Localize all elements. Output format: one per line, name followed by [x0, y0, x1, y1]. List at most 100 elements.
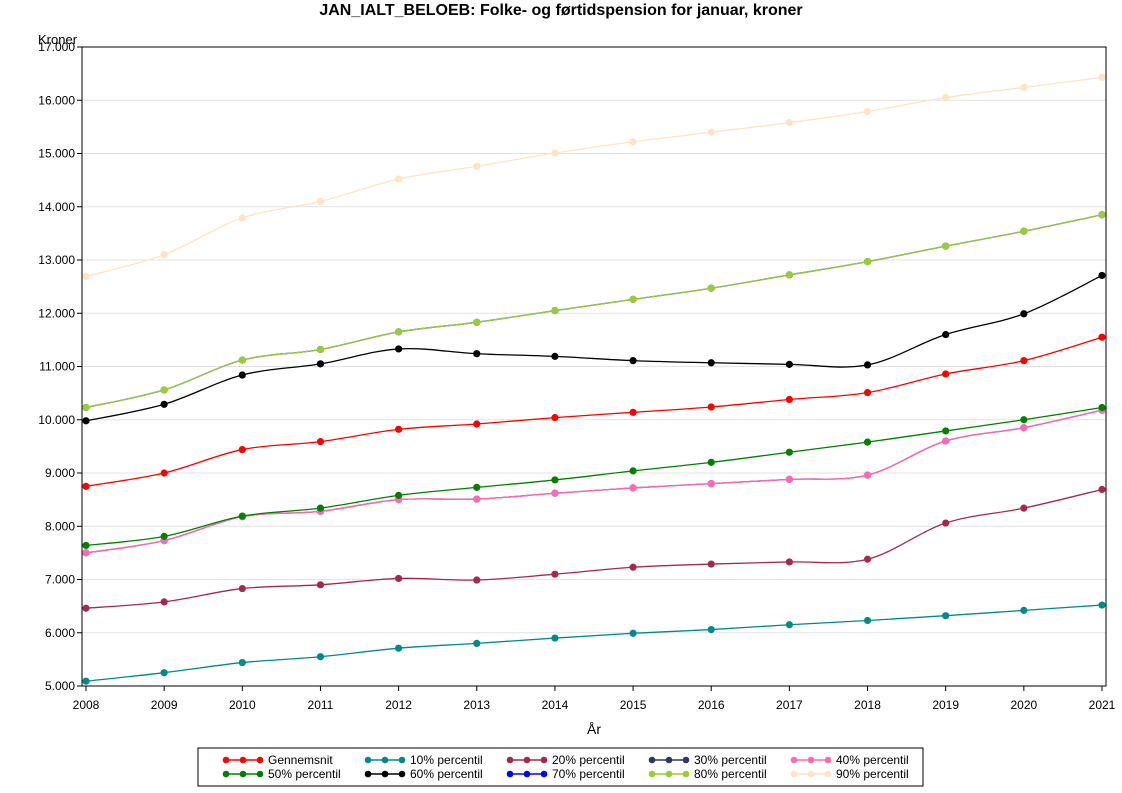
legend-swatch-marker — [239, 770, 247, 778]
legend-swatch-marker — [790, 756, 798, 764]
data-point — [316, 345, 325, 354]
data-point — [82, 272, 90, 281]
data-point — [863, 107, 872, 116]
x-tick-label: 2009 — [151, 698, 178, 712]
series-line — [85, 488, 1103, 609]
y-tick-label: 7.000 — [45, 573, 75, 587]
data-point — [707, 480, 715, 488]
x-tick-label: 2008 — [73, 698, 100, 712]
y-tick-label: 11.000 — [39, 360, 75, 374]
data-point — [785, 395, 793, 404]
x-tick-label: 2012 — [385, 698, 412, 712]
data-point — [707, 403, 715, 411]
data-point — [473, 318, 481, 326]
data-point — [1098, 485, 1106, 494]
legend-swatch-marker — [648, 770, 656, 778]
data-point — [395, 175, 403, 183]
data-point — [238, 512, 246, 520]
data-point — [1098, 403, 1106, 412]
data-point — [1020, 504, 1028, 512]
legend-swatch-marker — [222, 770, 230, 778]
legend: Gennemsnit 10% percentil 20% percentil 30% … — [197, 747, 924, 787]
y-tick-label: 10.000 — [38, 413, 75, 427]
y-axis-label: Kroner — [38, 32, 78, 47]
data-point — [473, 162, 481, 170]
data-point — [473, 639, 481, 648]
data-point — [1020, 606, 1028, 614]
legend-swatch-marker — [807, 756, 815, 764]
data-point — [473, 576, 481, 584]
data-point — [395, 425, 403, 433]
legend-swatch-marker — [364, 756, 372, 764]
series-line — [85, 76, 1103, 278]
legend-label: 60% percentil — [410, 767, 483, 781]
series-line — [85, 214, 1103, 409]
series-line — [85, 214, 1103, 409]
data-point — [942, 330, 950, 339]
legend-item: 10% percentil — [364, 753, 483, 767]
data-point — [863, 616, 872, 625]
x-tick-label: 2013 — [463, 698, 490, 712]
legend-swatch-marker — [381, 770, 389, 778]
series-line — [85, 604, 1103, 682]
data-point — [551, 306, 559, 315]
data-point — [785, 621, 793, 629]
data-point — [1098, 601, 1106, 609]
data-point — [629, 629, 637, 637]
data-point — [707, 284, 715, 292]
data-point — [160, 386, 168, 394]
legend-swatch-marker — [381, 756, 389, 764]
data-point — [1020, 227, 1028, 235]
data-point — [1020, 416, 1028, 424]
data-point — [1020, 310, 1028, 318]
legend-swatch-marker — [256, 756, 264, 764]
legend-swatch-marker — [398, 756, 406, 764]
data-point — [707, 128, 715, 136]
data-point — [551, 149, 559, 157]
series-line — [85, 406, 1103, 547]
legend-item: 20% percentil — [506, 753, 625, 767]
data-point — [942, 519, 950, 527]
data-point — [1098, 211, 1106, 219]
legend-swatch-marker — [807, 770, 815, 778]
legend-swatch-marker — [256, 770, 264, 778]
data-point — [785, 448, 793, 456]
legend-item: 50% percentil — [222, 767, 341, 781]
data-point — [473, 483, 481, 491]
legend-swatch-marker — [682, 770, 690, 778]
x-tick-label: 2020 — [1010, 698, 1037, 712]
data-point — [629, 484, 637, 492]
legend-label: 20% percentil — [552, 753, 625, 767]
data-point — [551, 476, 559, 484]
y-tick-label: 15.000 — [38, 147, 75, 161]
data-point — [82, 549, 90, 557]
data-point — [395, 328, 403, 336]
data-point — [238, 356, 246, 364]
legend-item: Gennemsnit — [222, 753, 333, 767]
data-point — [82, 482, 90, 490]
data-point — [1020, 424, 1028, 432]
series-line — [85, 409, 1103, 554]
data-point — [942, 427, 950, 435]
legend-item: 40% percentil — [790, 753, 909, 767]
x-tick-label: 2016 — [698, 698, 725, 712]
legend-swatch-marker — [523, 756, 531, 764]
x-tick-label: 2019 — [932, 698, 959, 712]
data-point — [160, 400, 168, 408]
data-point — [863, 388, 872, 397]
legend-box — [197, 747, 924, 787]
data-point — [707, 560, 715, 568]
x-tick-label: 2017 — [776, 698, 803, 712]
data-point — [551, 489, 559, 497]
data-point — [82, 541, 90, 550]
legend-swatch-marker — [790, 770, 798, 778]
data-point — [1020, 83, 1028, 92]
data-point — [395, 574, 403, 583]
legend-swatch-marker — [506, 756, 514, 764]
x-axis: 2008 2009 2010 2011 2012 2013 2014 2015 2016 2017… — [73, 686, 1116, 712]
data-point — [395, 345, 403, 353]
y-tick-label: 9.000 — [45, 466, 75, 480]
data-point — [238, 371, 246, 379]
data-point — [707, 458, 715, 466]
data-point — [863, 361, 872, 369]
